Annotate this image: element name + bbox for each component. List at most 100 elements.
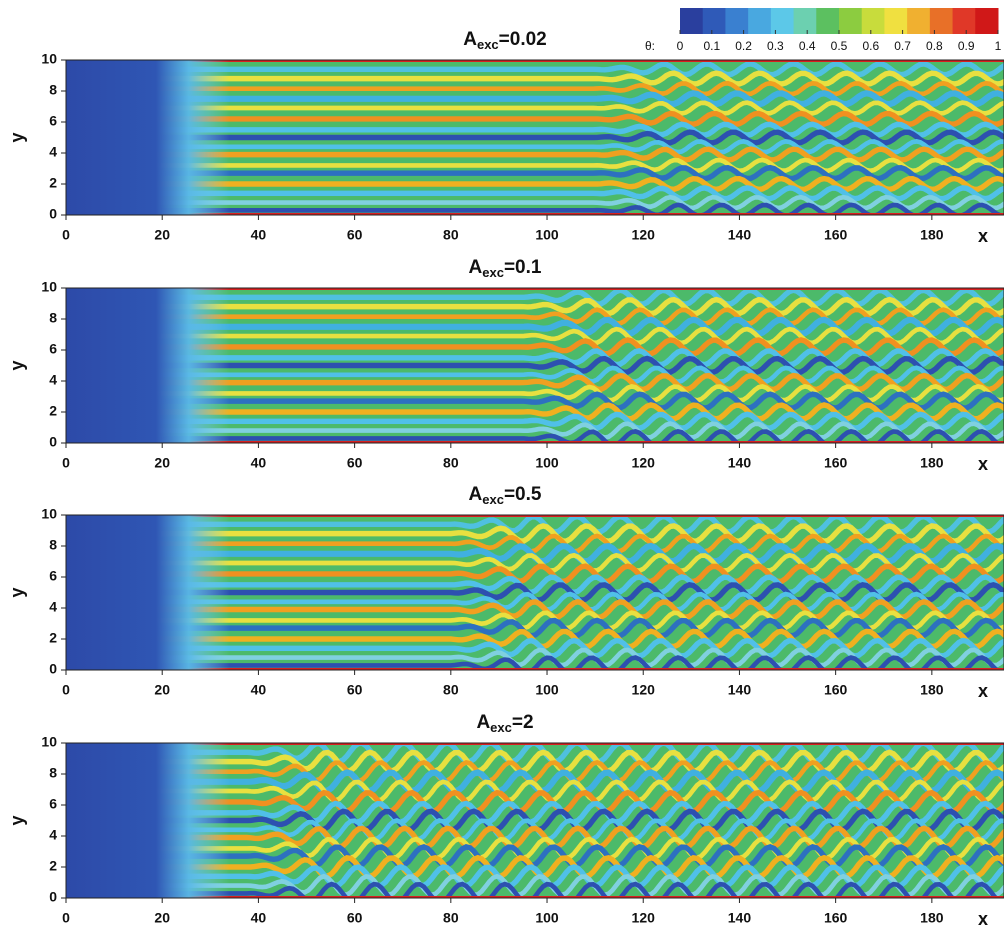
y-axis-label: y [7, 587, 27, 597]
field-band [139, 316, 1004, 337]
field-band [140, 428, 1004, 443]
x-tick-label: 180 [920, 910, 944, 926]
y-axis-label: y [7, 132, 27, 142]
colorbar-tick-label: 0.7 [894, 39, 911, 53]
colorbar-tick-label: 0.2 [735, 39, 752, 53]
y-tick-label: 4 [49, 599, 57, 615]
field-band [140, 591, 1004, 612]
field-band [140, 80, 1004, 97]
colorbar-label: θ: [645, 39, 655, 53]
y-tick-label: 4 [49, 144, 57, 160]
panel-title: Aexc=0.02 [463, 29, 547, 52]
x-tick-label: 20 [154, 682, 170, 698]
field [66, 515, 1004, 670]
y-axis-label: y [7, 360, 27, 370]
field-band [140, 372, 1004, 393]
x-tick-label: 60 [347, 455, 363, 471]
x-axis-label: x [978, 226, 988, 246]
field-wall [66, 60, 1004, 62]
field [66, 288, 1004, 443]
x-tick-label: 160 [824, 227, 848, 243]
x-tick-label: 0 [62, 682, 70, 698]
field-band [140, 337, 1004, 357]
x-tick-label: 160 [824, 910, 848, 926]
title-part: exc [482, 492, 504, 507]
colorbar-swatch [929, 8, 954, 34]
x-tick-label: 40 [251, 227, 267, 243]
y-tick-label: 6 [49, 568, 57, 584]
field-inlet [66, 743, 230, 898]
field [66, 743, 1004, 898]
field-band [140, 175, 1004, 193]
field-inlet [66, 60, 230, 215]
x-tick-label: 0 [62, 455, 70, 471]
x-tick-label: 0 [62, 227, 70, 243]
field-band [140, 598, 1004, 621]
y-tick-label: 4 [49, 827, 57, 843]
x-tick-label: 160 [824, 455, 848, 471]
y-tick-label: 10 [41, 279, 57, 295]
field-band [140, 617, 1004, 639]
colorbar-swatch [884, 8, 908, 34]
field-band [140, 552, 1004, 574]
field-band [140, 365, 1004, 385]
plot-frame [65, 59, 1004, 216]
y-tick-label: 4 [49, 372, 57, 388]
x-axis-label: x [978, 909, 988, 929]
x-tick-label: 140 [728, 455, 752, 471]
x-tick-label: 20 [154, 910, 170, 926]
field-band [140, 100, 1004, 116]
field-wall [66, 441, 1004, 443]
field-band [140, 647, 1004, 668]
field-band [140, 110, 1004, 128]
y-tick-label: 2 [49, 858, 57, 874]
y-tick-label: 2 [49, 630, 57, 646]
panel: Aexc=0.020 20 40 60 80 100 120 140 160 1800246810… [7, 29, 1004, 246]
panel: Aexc=0.5 0 20 40 60 80 100 120 140 160 180 0 2 4 6 8 10 x… [7, 484, 1004, 701]
title-part: A [469, 257, 483, 278]
title-part: A [476, 712, 490, 733]
field-wall [66, 896, 1004, 898]
field-band [140, 779, 1004, 803]
field-inlet [66, 515, 230, 670]
x-tick-label: 60 [347, 910, 363, 926]
y-tick-label: 10 [41, 734, 57, 750]
field-band [140, 146, 1004, 163]
y-tick-label: 0 [49, 889, 57, 905]
colorbar-swatch [748, 8, 772, 34]
y-tick-label: 8 [49, 765, 57, 781]
x-tick-label: 120 [632, 455, 656, 471]
panel-title: Aexc=0.5 [469, 484, 542, 507]
x-tick-label: 180 [920, 227, 944, 243]
x-tick-label: 140 [728, 227, 752, 243]
field-band [140, 326, 1004, 346]
x-tick-label: 120 [632, 910, 656, 926]
y-tick-label: 10 [41, 51, 57, 67]
y-tick-label: 8 [49, 310, 57, 326]
field-band [140, 164, 1004, 182]
field-band [140, 825, 1004, 850]
field-band [140, 70, 1004, 87]
field-band [140, 637, 1004, 659]
x-tick-label: 0 [62, 910, 70, 926]
colorbar-swatch [680, 8, 704, 34]
y-tick-label: 2 [49, 403, 57, 419]
colorbar-swatch [975, 8, 999, 34]
x-tick-label: 40 [251, 682, 267, 698]
y-tick-label: 6 [49, 341, 57, 357]
panel: Aexc=2 0 20 40 60 80 100 120 140 160 180 0 2 4 6 8 10 x y [7, 712, 1004, 929]
field-band [140, 391, 1004, 411]
colorbar-swatch [907, 8, 931, 34]
title-part: exc [482, 265, 504, 280]
x-tick-label: 40 [251, 910, 267, 926]
title-part: =0.02 [499, 29, 547, 50]
x-tick-label: 20 [154, 455, 170, 471]
field-band [140, 61, 1004, 78]
plot-frame [65, 514, 1004, 671]
colorbar-swatch [816, 8, 840, 34]
field-band [140, 864, 1004, 889]
field-band [140, 296, 1004, 317]
title-part: =0.5 [504, 484, 542, 505]
field-wall [66, 515, 1004, 517]
y-tick-label: 10 [41, 506, 57, 522]
